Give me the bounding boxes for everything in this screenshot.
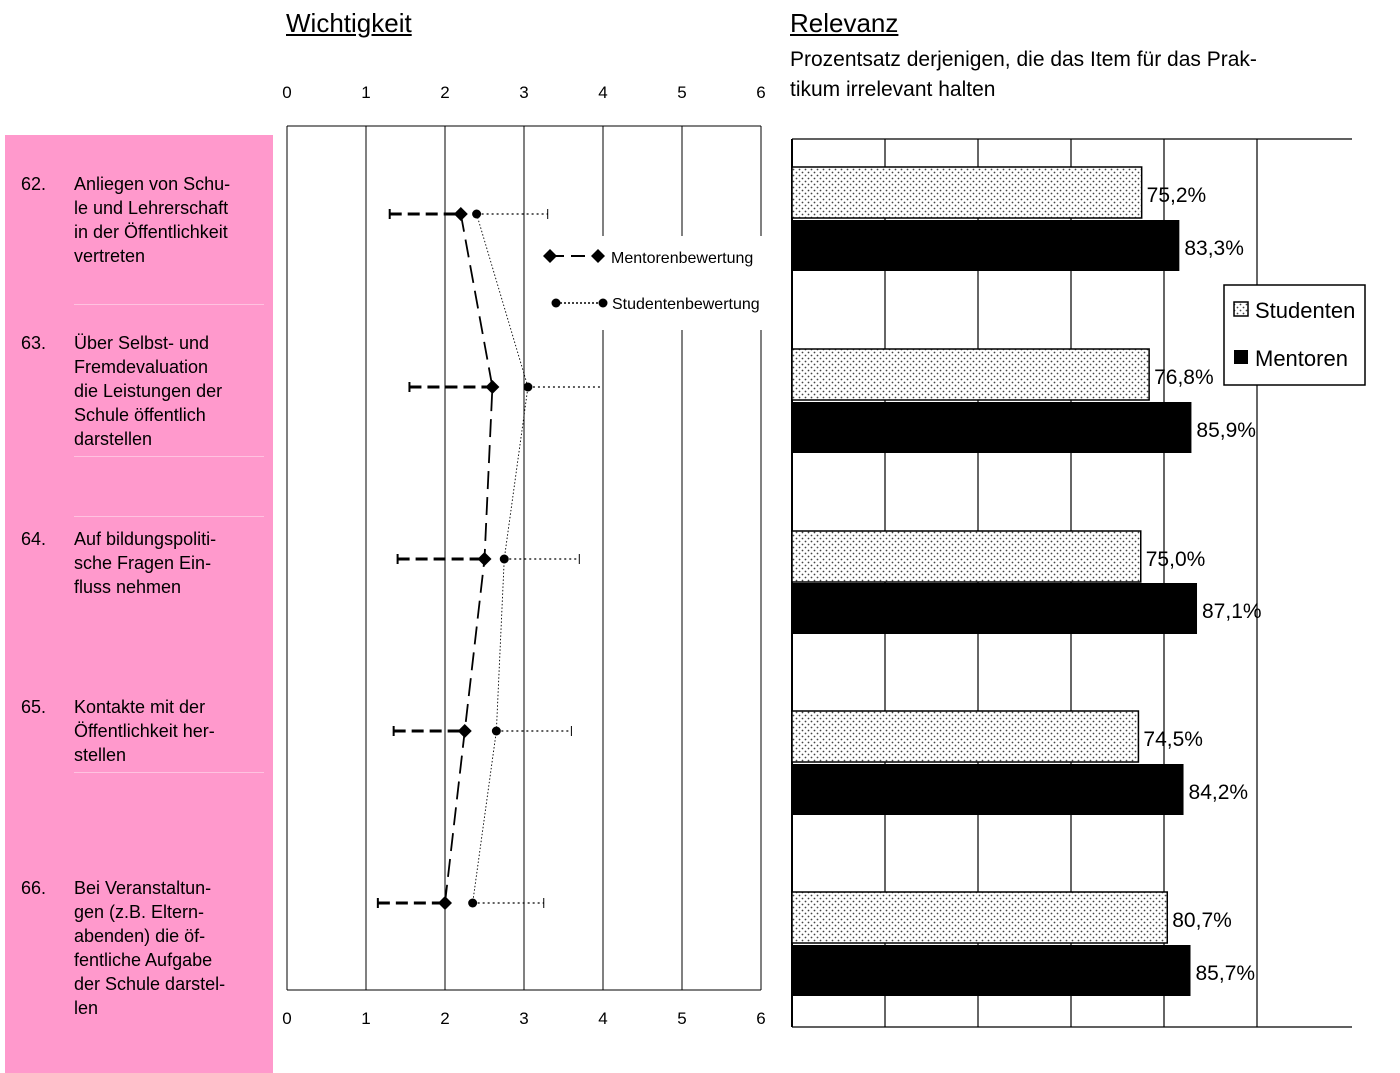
x-tick-label-top: 0 bbox=[282, 83, 291, 102]
item-number: 62. bbox=[21, 174, 47, 194]
x-tick-label-top: 4 bbox=[598, 83, 607, 102]
studenten-bar bbox=[791, 710, 1140, 763]
mentoren-bar bbox=[792, 945, 1191, 996]
x-tick-label-bottom: 4 bbox=[598, 1009, 607, 1028]
mentor-point bbox=[485, 380, 500, 394]
legend-mentor-marker bbox=[591, 249, 605, 263]
item-text: Bei Veranstaltun- gen (z.B. Eltern- aben… bbox=[74, 878, 226, 1018]
mentoren-data-label: 85,9% bbox=[1196, 419, 1256, 442]
relevanz-chart: 75,2% 76,8% 75,0% 74,5% 80,7% 83,3% 85,9% 87,1%… bbox=[791, 138, 1366, 1028]
item-text: Anliegen von Schu- le und Lehrerschaft i… bbox=[74, 174, 231, 266]
x-tick-label-top: 1 bbox=[361, 83, 370, 102]
items-panel: 62. Anliegen von Schu- le und Lehrerscha… bbox=[5, 135, 273, 1073]
mentor-point bbox=[438, 896, 452, 910]
item-number: 66. bbox=[21, 878, 47, 898]
studenten-data-label: 75,0% bbox=[1146, 548, 1206, 571]
relevanz-title: Relevanz bbox=[790, 8, 899, 38]
relevanz-legend: Studenten Mentoren bbox=[1223, 284, 1366, 386]
legend-mentoren-swatch bbox=[1234, 350, 1248, 364]
studenten-data-label: 76,8% bbox=[1154, 366, 1214, 389]
studenten-data-label: 75,2% bbox=[1147, 184, 1207, 207]
legend-mentor-label: Mentorenbewertung bbox=[611, 250, 753, 267]
mentoren-bar bbox=[792, 220, 1180, 271]
item-divider bbox=[74, 772, 264, 773]
student-point bbox=[491, 726, 501, 736]
x-tick-label-top: 6 bbox=[756, 83, 765, 102]
student-point bbox=[523, 382, 533, 392]
studenten-bar bbox=[791, 530, 1142, 583]
studenten-data-label: 80,7% bbox=[1172, 909, 1232, 932]
x-tick-label-bottom: 3 bbox=[519, 1009, 528, 1028]
item-divider bbox=[74, 456, 264, 457]
item-divider bbox=[74, 516, 264, 517]
item-number: 63. bbox=[21, 333, 47, 353]
x-tick-label-top: 2 bbox=[440, 83, 449, 102]
item-number: 64. bbox=[21, 529, 47, 549]
mentoren-bar bbox=[792, 402, 1192, 453]
legend-mentoren-label: Mentoren bbox=[1255, 346, 1348, 371]
mentoren-data-label: 83,3% bbox=[1184, 237, 1244, 260]
mentoren-data-label: 85,7% bbox=[1196, 962, 1256, 985]
item-number: 65. bbox=[21, 697, 47, 717]
legend-box bbox=[538, 236, 786, 330]
studenten-bar bbox=[791, 891, 1169, 944]
mentoren-bar bbox=[792, 764, 1184, 815]
studenten-data-label: 74,5% bbox=[1143, 728, 1203, 751]
mentor-point bbox=[477, 552, 492, 566]
legend-studenten-swatch bbox=[1233, 301, 1249, 317]
mentor-point bbox=[453, 207, 468, 221]
mentor-point bbox=[457, 724, 472, 738]
item-text: Auf bildungspoliti- sche Fragen Ein- flu… bbox=[74, 529, 217, 597]
item-divider bbox=[74, 304, 264, 305]
relevanz-subtitle-line2: tikum irrelevant halten bbox=[790, 78, 996, 101]
student-point bbox=[499, 554, 509, 564]
x-tick-label-bottom: 2 bbox=[440, 1009, 449, 1028]
wichtigkeit-legend: Mentorenbewertung Studentenbewertung bbox=[538, 236, 786, 330]
legend-studenten-label: Studenten bbox=[1255, 298, 1355, 323]
item-text: Kontakte mit der Öffentlichkeit her- ste… bbox=[74, 697, 215, 765]
studenten-bar bbox=[791, 166, 1143, 219]
relevanz-subtitle-line1: Prozentsatz derjenigen, die das Item für… bbox=[790, 48, 1257, 71]
legend-mentor-marker bbox=[543, 249, 557, 263]
mentoren-data-label: 87,1% bbox=[1202, 600, 1262, 623]
item-text: Über Selbst- und Fremdevaluation die Lei… bbox=[74, 333, 223, 449]
student-point bbox=[472, 209, 482, 219]
x-tick-label-bottom: 6 bbox=[756, 1009, 765, 1028]
wichtigkeit-title: Wichtigkeit bbox=[286, 8, 412, 38]
x-tick-label-bottom: 5 bbox=[677, 1009, 686, 1028]
mentoren-data-label: 84,2% bbox=[1189, 781, 1249, 804]
mentoren-bar bbox=[792, 583, 1198, 634]
wichtigkeit-chart: 0 0 1 1 2 2 3 3 4 4 5 5 6 6 Mentorenbewertung Studenten… bbox=[282, 83, 786, 1028]
student-point bbox=[468, 898, 478, 908]
legend-student-label: Studentenbewertung bbox=[612, 296, 760, 313]
x-tick-label-bottom: 0 bbox=[282, 1009, 291, 1028]
legend-student-marker bbox=[551, 298, 561, 308]
studenten-bar bbox=[791, 348, 1150, 401]
x-tick-label-bottom: 1 bbox=[361, 1009, 370, 1028]
x-tick-label-top: 3 bbox=[519, 83, 528, 102]
x-tick-label-top: 5 bbox=[677, 83, 686, 102]
legend-student-marker bbox=[598, 298, 608, 308]
